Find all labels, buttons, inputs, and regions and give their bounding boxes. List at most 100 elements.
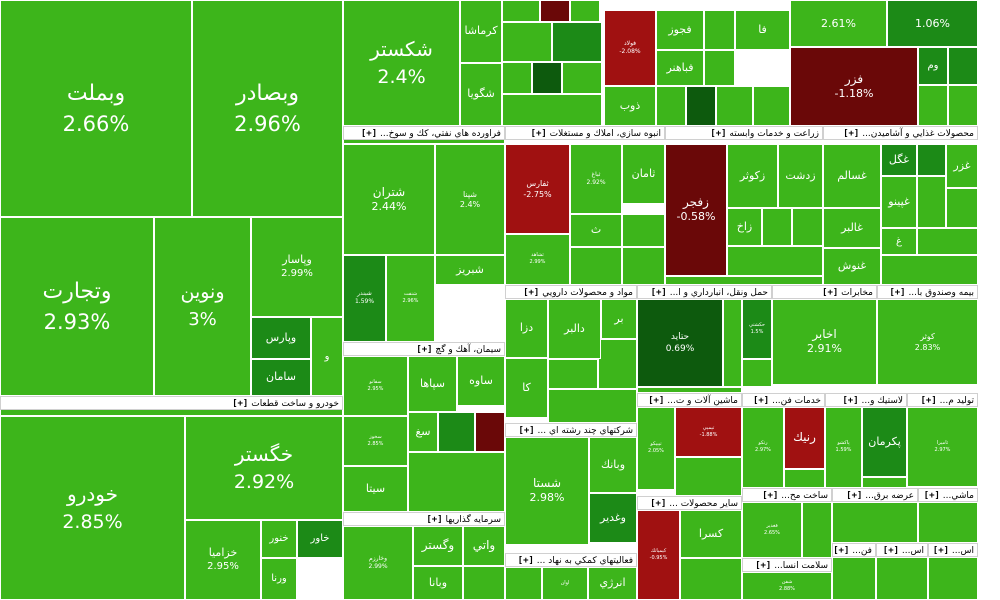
stock-tile[interactable]: خنور — [261, 520, 297, 558]
sector-header[interactable]: فراورده هاي نفتي، كك و سوخ... [+] — [343, 126, 505, 140]
stock-tile[interactable]: وتجارت 2.93% — [0, 217, 154, 396]
stock-tile[interactable]: وگستر — [413, 526, 463, 566]
sector-expand-toggle[interactable]: [+] — [889, 288, 906, 298]
stock-tile[interactable]: وبانا — [413, 566, 463, 600]
sector-header[interactable]: انبوه سازي، املاك و مستغلات [+] — [505, 126, 665, 140]
stock-tile[interactable]: بر — [601, 299, 637, 339]
stock-tile[interactable]: غنوش — [823, 248, 881, 285]
stock-tile[interactable]: وبصادر 2.96% — [192, 0, 343, 217]
sector-header[interactable]: فعاليتهاي كمكي به نهاد ... [+] — [505, 553, 637, 567]
sector-header[interactable]: مواد و محصولات دارويي [+] — [505, 285, 637, 299]
sector-header[interactable]: خدمات فن... [+] — [742, 393, 825, 407]
sector-header[interactable]: سيمان، آهك و گچ [+] — [343, 342, 505, 356]
sector-header[interactable]: لاستيك و... [+] — [825, 393, 907, 407]
stock-tile[interactable]: زكوثر — [727, 144, 778, 208]
stock-tile[interactable]: پكرمان — [862, 407, 907, 477]
sector-header[interactable]: توليد م... [+] — [907, 393, 978, 407]
stock-tile[interactable]: ذوب — [604, 86, 656, 126]
stock-tile[interactable]: واتي — [463, 526, 505, 566]
stock-tile[interactable]: و — [311, 317, 343, 396]
stock-tile[interactable]: خودرو 2.85% — [0, 416, 185, 600]
sector-expand-toggle[interactable]: [+] — [932, 546, 950, 556]
stock-tile[interactable]: كوثر 2.83% — [877, 299, 978, 385]
stock-tile[interactable]: فغدير 2.65% — [742, 502, 802, 558]
sector-expand-toggle[interactable]: [+] — [426, 515, 443, 525]
stock-tile[interactable]: ثفارس -2.75% — [505, 144, 570, 234]
stock-tile[interactable]: شبندر 1.59% — [343, 255, 386, 342]
sector-expand-toggle[interactable]: [+] — [842, 396, 859, 406]
stock-tile[interactable]: ورنا — [261, 558, 297, 600]
sector-expand-toggle[interactable]: [+] — [360, 129, 378, 139]
sector-expand-toggle[interactable]: [+] — [518, 426, 535, 436]
stock-tile[interactable]: زدشت — [778, 144, 823, 208]
stock-tile[interactable]: وبانك — [589, 437, 637, 493]
sector-expand-toggle[interactable]: [+] — [920, 396, 937, 406]
stock-tile[interactable]: وخارزم 2.99% — [343, 526, 413, 600]
sector-expand-toggle[interactable]: [+] — [882, 546, 900, 556]
stock-tile[interactable]: سفانو 2.95% — [343, 356, 408, 416]
sector-header[interactable]: اس... [+] — [876, 543, 928, 557]
stock-tile[interactable]: فولاد -2.08% — [604, 10, 656, 86]
stock-tile[interactable]: سغ — [408, 412, 438, 452]
stock-tile[interactable]: 1.06% — [887, 0, 978, 47]
stock-tile[interactable]: وغدير — [589, 493, 637, 543]
stock-tile[interactable]: تپمپي -1.88% — [675, 407, 742, 457]
stock-tile[interactable]: اخابر 2.91% — [772, 299, 877, 385]
stock-tile[interactable]: ثامان — [622, 144, 665, 204]
sector-header[interactable]: زراعت و خدمات وابسته [+] — [665, 126, 823, 140]
stock-tile[interactable]: كيمياتك -0.95% — [637, 510, 680, 600]
stock-tile[interactable]: وبملت 2.66% — [0, 0, 192, 217]
stock-tile[interactable]: شستا 2.98% — [505, 437, 589, 545]
stock-tile[interactable]: فا — [735, 10, 790, 50]
sector-expand-toggle[interactable]: [+] — [648, 396, 665, 406]
stock-tile[interactable]: كسرا — [680, 510, 742, 558]
stock-tile[interactable]: تيپيكو 2.05% — [637, 407, 675, 490]
stock-tile[interactable]: ث — [570, 214, 622, 247]
stock-tile[interactable]: 2.61% — [790, 0, 887, 47]
stock-tile[interactable]: غگل — [881, 144, 917, 176]
stock-tile[interactable]: شكستر 2.4% — [343, 0, 460, 126]
stock-tile[interactable]: سيتا — [343, 466, 408, 512]
stock-tile[interactable]: خگستر 2.92% — [185, 416, 343, 520]
sector-expand-toggle[interactable]: [+] — [762, 491, 779, 501]
stock-tile[interactable]: خاور — [297, 520, 343, 558]
stock-tile[interactable]: زفجر -0.58% — [665, 144, 727, 276]
sector-header[interactable]: خودرو و ساخت قطعات [+] — [0, 396, 343, 410]
sector-expand-toggle[interactable]: [+] — [517, 556, 534, 566]
sector-header[interactable]: ماشين آلات و ت... [+] — [637, 393, 742, 407]
stock-tile[interactable]: شنفت 2.96% — [386, 255, 435, 342]
stock-tile[interactable]: رنيك — [784, 407, 825, 469]
stock-tile[interactable]: غزر — [946, 144, 978, 188]
stock-tile[interactable]: دزا — [505, 299, 548, 358]
stock-tile[interactable]: پاكشو 1.59% — [825, 407, 862, 488]
sector-expand-toggle[interactable]: [+] — [416, 345, 433, 355]
stock-tile[interactable]: دالبر — [548, 299, 601, 359]
sector-expand-toggle[interactable]: [+] — [755, 561, 772, 571]
sector-expand-toggle[interactable]: [+] — [232, 399, 249, 409]
sector-expand-toggle[interactable]: [+] — [846, 491, 863, 501]
sector-header[interactable]: اس... [+] — [928, 543, 978, 557]
sector-expand-toggle[interactable]: [+] — [923, 491, 940, 501]
stock-tile[interactable]: سپاها — [408, 356, 457, 412]
stock-tile[interactable]: ثشاهد 2.99% — [505, 234, 570, 285]
sector-header[interactable]: ماشي... [+] — [918, 488, 978, 502]
stock-tile[interactable]: فباهنر — [656, 50, 704, 86]
stock-tile[interactable]: كرماشا — [460, 0, 502, 63]
stock-tile[interactable]: شتران 2.44% — [343, 144, 435, 255]
sector-header[interactable]: سلامت انسا... [+] — [742, 558, 832, 572]
stock-tile[interactable]: زاخ — [727, 208, 762, 246]
sector-expand-toggle[interactable]: [+] — [843, 129, 860, 139]
stock-tile[interactable]: شپنا 2.4% — [435, 144, 505, 255]
stock-tile[interactable]: ثاميرا 2.97% — [907, 407, 978, 487]
sector-header[interactable]: بيمه وصندوق با... [+] — [877, 285, 978, 299]
stock-tile[interactable]: شفن 2.88% — [742, 572, 832, 600]
sector-header[interactable]: فن... [+] — [832, 543, 876, 557]
stock-tile[interactable]: ساوه — [457, 356, 505, 406]
sector-header[interactable]: مخابرات [+] — [772, 285, 877, 299]
stock-tile[interactable]: انرژي — [588, 567, 637, 600]
stock-tile[interactable]: خزاميا 2.95% — [185, 520, 261, 600]
stock-tile[interactable]: شگويا — [460, 63, 502, 126]
sector-header[interactable]: شركتهاي چند رشته اي ... [+] — [505, 423, 637, 437]
stock-tile[interactable]: فزر -1.18% — [790, 47, 918, 126]
stock-tile[interactable]: غالبر — [823, 208, 881, 248]
